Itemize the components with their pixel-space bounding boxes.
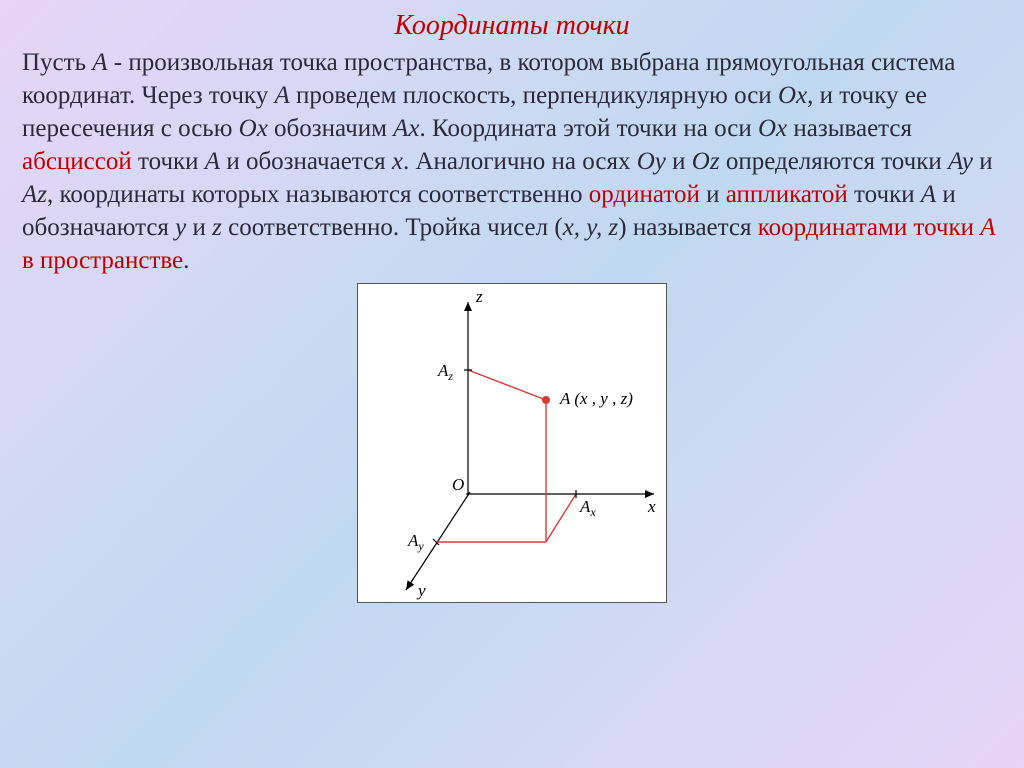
- diagram-svg: z x y O A (x , y , z) Az Ax Ay: [358, 284, 668, 604]
- text: Пусть: [22, 49, 92, 76]
- comma: ,: [574, 214, 587, 241]
- body-paragraph: Пусть A - произвольная точка пространств…: [22, 46, 1002, 277]
- var-x: x: [563, 214, 574, 241]
- text: проведем плоскость, перпендикулярную оси: [290, 82, 778, 109]
- term-space: в пространстве: [22, 247, 183, 274]
- text: называется: [787, 115, 912, 142]
- slide-title: Координаты точки: [22, 10, 1002, 42]
- var-A: A: [205, 148, 220, 175]
- text: . Координата этой точки на оси: [420, 115, 758, 142]
- var-y: y: [175, 214, 186, 241]
- text: и: [973, 148, 993, 175]
- text: соответственно. Тройка чисел (: [222, 214, 563, 241]
- var-y: y: [586, 214, 596, 241]
- var-Ax: Ax: [393, 115, 419, 142]
- var-A: A: [980, 214, 995, 241]
- var-z: z: [212, 214, 222, 241]
- term-ordinate: ординатой: [589, 181, 700, 208]
- var-Ay: Ay: [948, 148, 973, 175]
- svg-text:Ay: Ay: [407, 531, 424, 553]
- var-A: A: [921, 181, 936, 208]
- text: и обозначается: [220, 148, 392, 175]
- var-Oz: Oz: [692, 148, 720, 175]
- var-Ox: Ox: [239, 115, 268, 142]
- var-Az: Az: [22, 181, 47, 208]
- text: и: [700, 181, 726, 208]
- text: точки: [132, 148, 205, 175]
- term-applicate: аппликатой: [726, 181, 848, 208]
- text: определяются точки: [720, 148, 948, 175]
- text: обозначим: [268, 115, 393, 142]
- slide: Координаты точки Пусть A - произвольная …: [0, 0, 1024, 768]
- text: . Аналогично на осях: [403, 148, 637, 175]
- var-Ox: Ox: [778, 82, 807, 109]
- text: и: [666, 148, 692, 175]
- svg-text:x: x: [647, 497, 656, 516]
- text: , координаты которых называются соответс…: [47, 181, 589, 208]
- svg-text:Ax: Ax: [579, 497, 596, 519]
- var-z: z: [609, 214, 619, 241]
- svg-text:z: z: [475, 287, 483, 306]
- svg-text:O: O: [452, 475, 464, 494]
- var-A: A: [92, 49, 107, 76]
- diagram-container: z x y O A (x , y , z) Az Ax Ay: [22, 283, 1002, 603]
- var-Oy: Oy: [637, 148, 666, 175]
- svg-text:y: y: [416, 581, 426, 600]
- var-x: x: [392, 148, 403, 175]
- text: .: [183, 247, 189, 274]
- text: и: [186, 214, 212, 241]
- coordinate-diagram: z x y O A (x , y , z) Az Ax Ay: [357, 283, 667, 603]
- text: точки: [848, 181, 921, 208]
- text: ) называется: [618, 214, 757, 241]
- var-A: A: [274, 82, 289, 109]
- svg-text:A (x , y , z): A (x , y , z): [559, 389, 633, 408]
- var-Ox: Ox: [758, 115, 787, 142]
- term-coordinates: координатами точки: [758, 214, 981, 241]
- svg-text:Az: Az: [437, 361, 453, 383]
- comma: ,: [596, 214, 609, 241]
- term-abscissa: абсциссой: [22, 148, 132, 175]
